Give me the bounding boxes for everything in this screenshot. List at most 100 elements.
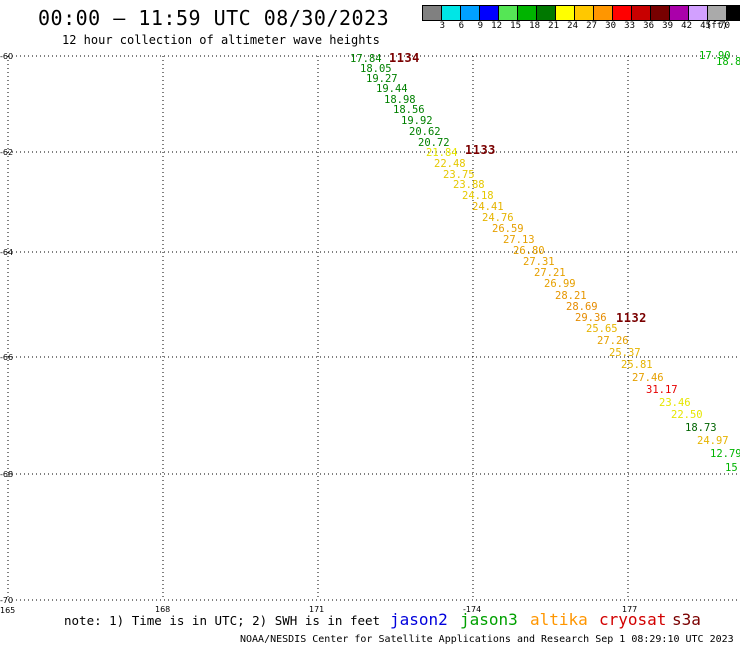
longitude-label: 171 xyxy=(309,605,324,614)
legend-tick-label: 30 xyxy=(605,21,616,31)
latitude-label: -66 xyxy=(0,353,13,362)
legend-swatch xyxy=(670,6,689,20)
legend-tick-label: 3 xyxy=(439,21,445,31)
latitude-label: -68 xyxy=(0,470,13,479)
track-time-label: 1134 xyxy=(389,51,420,65)
swh-observation: 31.17 xyxy=(646,384,678,396)
swh-observation: 22.50 xyxy=(671,409,703,421)
swh-observation: 27.26 xyxy=(597,335,629,347)
legend-unit: (ft) xyxy=(706,21,728,31)
legend-swatch xyxy=(442,6,461,20)
swh-observation: 27.13 xyxy=(503,234,535,246)
latitude-label: -60 xyxy=(0,52,13,61)
longitude-labels: 165 168 171 -174 177 xyxy=(0,605,637,615)
swh-observation: 19.27 xyxy=(366,73,398,85)
map-title: 00:00 – 11:59 UTC 08/30/2023 xyxy=(38,6,390,30)
swh-observation: 23.88 xyxy=(453,179,485,191)
track-time-label: 1132 xyxy=(616,311,647,325)
swh-observation: 23.75 xyxy=(443,169,475,181)
swh-observation: 26.80 xyxy=(513,245,545,257)
swh-observation: 25.65 xyxy=(586,323,618,335)
legend-tick-label: 6 xyxy=(458,21,464,31)
swh-observation: 18.56 xyxy=(393,104,425,116)
latitude-label: -62 xyxy=(0,148,13,157)
swh-observation: 17.84 xyxy=(350,53,382,65)
latitude-label: -64 xyxy=(0,248,13,257)
swh-observation: 20.62 xyxy=(409,126,441,138)
swh-observation: 26.59 xyxy=(492,223,524,235)
swh-observation: 18.8 xyxy=(716,56,740,68)
longitude-label: -174 xyxy=(463,605,481,614)
legend-tick-label: 36 xyxy=(643,21,654,31)
swh-observation: 22.48 xyxy=(434,158,466,170)
legend-swatch xyxy=(499,6,518,20)
legend-swatch xyxy=(651,6,670,20)
legend-tick-label: 42 xyxy=(681,21,692,31)
track-time-label: 1133 xyxy=(465,143,496,157)
map-subtitle: 12 hour collection of altimeter wave hei… xyxy=(62,33,380,47)
legend-swatch xyxy=(518,6,537,20)
swh-observation: 27.21 xyxy=(534,267,566,279)
legend-swatch xyxy=(480,6,499,20)
legend-tick-label: 15 xyxy=(510,21,521,31)
legend-tick-label: 33 xyxy=(624,21,635,31)
legend-swatch xyxy=(423,6,442,20)
legend-swatch xyxy=(594,6,613,20)
legend-swatch xyxy=(689,6,708,20)
satellite-name-jason2: jason2 xyxy=(390,610,448,629)
legend-swatch xyxy=(632,6,651,20)
swh-observation: 24.41 xyxy=(472,201,504,213)
swh-observation: 23.46 xyxy=(659,397,691,409)
swh-observation: 24.76 xyxy=(482,212,514,224)
legend-swatch xyxy=(461,6,480,20)
color-scale-legend xyxy=(422,5,740,21)
swh-observation: 19.44 xyxy=(376,83,408,95)
swh-observation: 24.18 xyxy=(462,190,494,202)
legend-swatch xyxy=(556,6,575,20)
legend-tick-label: 18 xyxy=(529,21,540,31)
swh-observation: 21.84 xyxy=(426,147,458,159)
legend-tick-label: 39 xyxy=(662,21,673,31)
legend-tick-label: 21 xyxy=(548,21,559,31)
longitude-label: 177 xyxy=(622,605,637,614)
swh-observation: 20.72 xyxy=(418,137,450,149)
satellite-name-jason3: jason3 xyxy=(460,610,518,629)
map-grid xyxy=(7,55,740,601)
latitude-labels: -60 -62 -64 -66 -68 -70 xyxy=(0,52,13,605)
legend-tick-label: 9 xyxy=(477,21,483,31)
swh-observation: 29.36 xyxy=(575,312,607,324)
swh-observation: 28.21 xyxy=(555,290,587,302)
credit-line: NOAA/NESDIS Center for Satellite Applica… xyxy=(240,634,734,645)
longitude-label: 165 xyxy=(0,606,15,615)
footnote: note: 1) Time is in UTC; 2) SWH is in fe… xyxy=(64,613,381,628)
swh-observation: 28.69 xyxy=(566,301,598,313)
legend-tick-label: 70 xyxy=(719,21,730,31)
legend-swatch xyxy=(575,6,594,20)
satellite-name-altika: altika xyxy=(530,610,588,629)
satellite-name-cryosat: cryosat xyxy=(599,610,667,629)
swh-observation: 18.73 xyxy=(685,422,717,434)
latitude-label: -70 xyxy=(0,596,13,605)
satellite-name-s3a: s3a xyxy=(672,610,701,629)
swh-observation: 18.98 xyxy=(384,94,416,106)
legend-tick-label: 24 xyxy=(567,21,578,31)
swh-observation: 19.92 xyxy=(401,115,433,127)
legend-swatch xyxy=(727,6,740,20)
swh-observation: 25.37 xyxy=(609,347,641,359)
swh-observation: 18.05 xyxy=(360,63,392,75)
legend-tick-label: 12 xyxy=(491,21,502,31)
longitude-label: 168 xyxy=(155,605,170,614)
swh-observation: 25.81 xyxy=(621,359,653,371)
swh-observation: 27.31 xyxy=(523,256,555,268)
swh-observation: 17.90 xyxy=(699,50,731,62)
legend-tick-label: 45 xyxy=(700,21,711,31)
legend-swatch xyxy=(537,6,556,20)
legend-swatch xyxy=(708,6,727,20)
legend-tick-label: 27 xyxy=(586,21,597,31)
legend-swatch xyxy=(613,6,632,20)
swh-observation: 12.79 xyxy=(710,448,740,460)
swh-observation: 26.99 xyxy=(544,278,576,290)
swh-observation: 27.46 xyxy=(632,372,664,384)
swh-observation: 15. xyxy=(725,462,740,474)
